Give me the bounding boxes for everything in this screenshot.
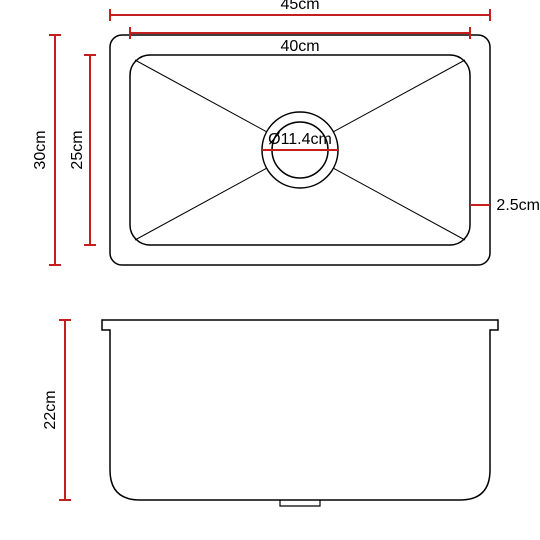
dimension-label: 30cm [32,130,49,169]
dimension-drain: Ø11.4cm [262,131,338,150]
technical-diagram: 45cm 40cm 30cm 25cm 2.5cm Ø11.4cm 22cm [0,0,540,540]
dimension-outer-height: 30cm [32,35,61,265]
dimension-inner-width: 40cm [130,27,470,55]
dimension-label: 40cm [280,38,319,55]
dimension-label: 25cm [69,130,86,169]
dimension-label: 2.5cm [496,197,540,214]
dimension-label: Ø11.4cm [268,131,332,148]
dimension-label: 45cm [280,0,319,13]
sink-side-drain [280,500,320,506]
diagonal-line [135,60,267,132]
diagonal-line [333,60,465,132]
dimension-depth: 22cm [42,320,71,500]
dimension-outer-width: 45cm [110,0,490,21]
diagonal-line [135,168,267,240]
diagonal-line [333,168,465,240]
sink-side-view [102,320,498,500]
dimension-inner-height: 25cm [69,55,96,245]
dimension-label: 22cm [42,390,59,429]
dimension-rim: 2.5cm [470,197,540,214]
